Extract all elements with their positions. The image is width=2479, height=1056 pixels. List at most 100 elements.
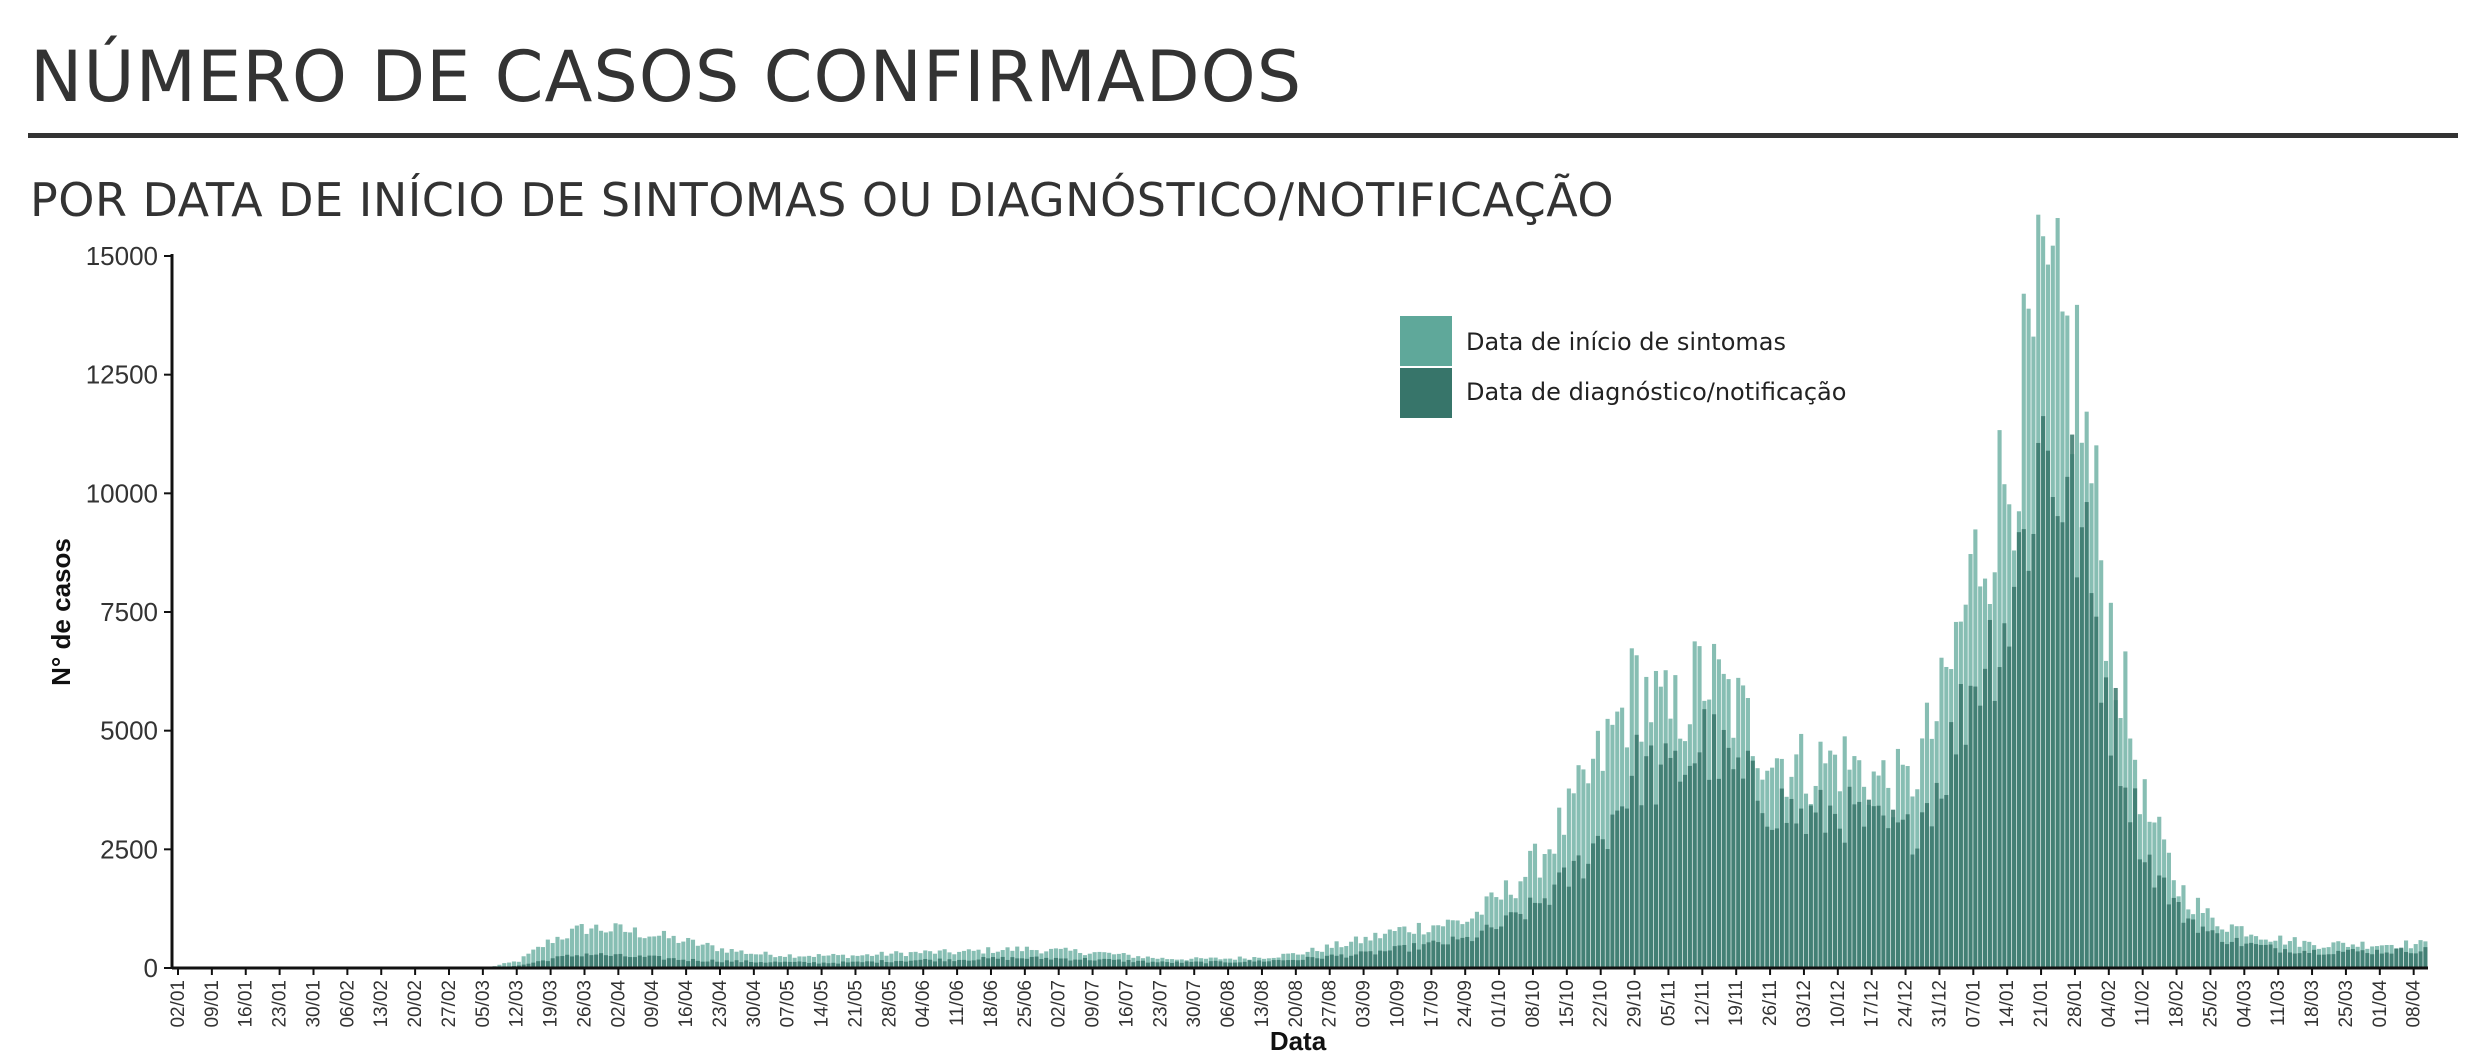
bar-diagnosis [632,957,637,968]
bar-diagnosis [1058,958,1063,968]
bar-diagnosis [782,961,787,968]
bar-symptom-onset [608,931,613,968]
bar-diagnosis [1324,955,1329,968]
bar-diagnosis [1716,778,1721,968]
bar-symptom-onset [2278,935,2283,968]
bar-diagnosis [1547,904,1552,968]
bar-diagnosis [2041,416,2046,968]
bar-symptom-onset [971,950,976,968]
bar-diagnosis [1915,848,1920,968]
bar-diagnosis [1203,963,1208,968]
bar-diagnosis [1397,945,1402,968]
bar-diagnosis [1987,619,1992,968]
bar-diagnosis [1165,962,1170,968]
x-tick-label: 13/08 [1252,980,1273,1028]
bar-diagnosis [792,961,797,968]
bar-symptom-onset [594,924,599,968]
x-tick-label: 09/07 [1083,980,1104,1028]
bar-diagnosis [1503,915,1509,968]
bar-symptom-onset [826,955,831,968]
bar-symptom-onset [1382,933,1388,968]
bar-diagnosis [1721,729,1726,968]
bar-diagnosis [811,962,817,968]
bar-symptom-onset [753,954,758,968]
bar-diagnosis [2210,930,2215,968]
bar-diagnosis [1813,812,1818,968]
x-tick-label: 20/02 [405,980,426,1028]
legend-swatch-diagnosis [1400,368,1452,418]
bar-symptom-onset [671,935,676,968]
bar-diagnosis [1387,950,1392,968]
bar-diagnosis [932,961,938,968]
bar-diagnosis [1818,789,1823,968]
bar-diagnosis [1441,944,1446,968]
bar-symptom-onset [729,949,734,968]
bar-diagnosis [1774,828,1780,968]
bar-symptom-onset [889,953,894,968]
bar-diagnosis [2147,854,2152,968]
bar-symptom-onset [1024,946,1029,968]
bar-diagnosis [1136,960,1141,968]
bar-diagnosis [836,963,841,968]
x-tick-label: 16/01 [236,980,257,1028]
bar-diagnosis [797,961,802,968]
bar-symptom-onset [526,953,531,968]
bar-diagnosis [2205,931,2210,968]
bar-diagnosis [908,960,913,968]
x-tick-label: 05/03 [473,980,494,1028]
bar-diagnosis [2287,952,2292,968]
bar-diagnosis [1605,849,1610,968]
x-tick-label: 14/05 [812,980,833,1028]
bar-diagnosis [1537,903,1542,968]
bar-diagnosis [1320,958,1325,968]
bar-diagnosis [1678,781,1683,968]
bar-symptom-onset [1353,936,1359,968]
bar-diagnosis [957,959,962,968]
y-tick-label: 2500 [100,834,158,864]
bar-diagnosis [2292,953,2297,968]
bar-symptom-onset [816,954,821,968]
bar-diagnosis [1973,686,1978,968]
bar-diagnosis [1116,959,1121,968]
bar-symptom-onset [565,938,570,968]
bar-diagnosis [860,962,865,968]
bar-diagnosis [1373,954,1378,968]
bar-diagnosis [966,960,971,968]
bar-diagnosis [2191,919,2196,968]
bar-diagnosis [1566,886,1571,968]
bar-symptom-onset [961,950,967,968]
bar-diagnosis [831,962,836,968]
bar-diagnosis [1411,943,1417,968]
bar-symptom-onset [1566,788,1571,968]
bar-symptom-onset [1005,947,1010,968]
bar-diagnosis [2118,786,2123,968]
chart-legend: Data de início de sintomas Data de diagn… [1400,316,1846,418]
bar-diagnosis [1421,944,1426,968]
bar-diagnosis [2326,954,2331,968]
bar-diagnosis [1557,872,1562,968]
bar-diagnosis [1470,941,1475,968]
bar-diagnosis [1697,752,1702,968]
bar-diagnosis [1363,951,1368,968]
bar-diagnosis [1668,757,1673,968]
bar-diagnosis [1561,867,1567,968]
bar-diagnosis [1078,959,1083,968]
bar-diagnosis [2389,953,2394,968]
bar-diagnosis [574,955,579,968]
bar-diagnosis [2394,948,2399,968]
bar-symptom-onset [807,955,812,968]
bar-diagnosis [521,964,526,968]
bar-diagnosis [1595,835,1600,968]
bar-diagnosis [1339,954,1344,968]
bar-diagnosis [623,956,628,968]
bar-diagnosis [700,961,705,968]
bar-diagnosis [763,962,768,968]
bar-symptom-onset [589,928,594,968]
bar-diagnosis [2099,702,2104,968]
bar-diagnosis [1581,878,1586,968]
bar-diagnosis [1905,814,1910,968]
bar-diagnosis [642,956,647,968]
bar-diagnosis [1620,806,1625,968]
x-tick-label: 01/10 [1489,980,1510,1028]
bar-diagnosis [608,955,613,968]
